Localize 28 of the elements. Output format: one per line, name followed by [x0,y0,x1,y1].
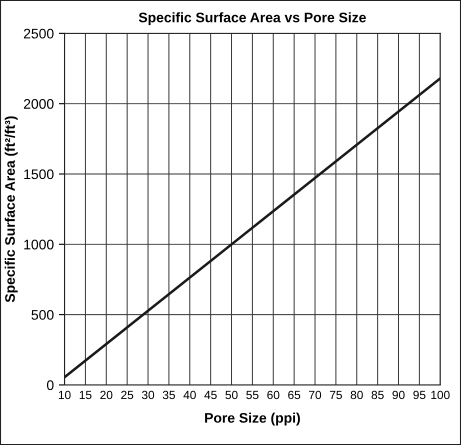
y-tick-label: 1000 [24,240,54,250]
y-tick-label: 2500 [24,28,54,39]
x-tick-label: 30 [142,390,154,400]
x-axis-title: Pore Size (ppi) [205,412,300,426]
x-tick-label: 15 [80,390,92,400]
y-axis-title: Specific Surface Area (ft²/ft³) [4,116,18,302]
x-tick-label: 50 [225,390,238,400]
y-tick-label: 0 [46,380,54,390]
x-tick-label: 55 [246,390,258,400]
x-tick-label: 25 [121,390,134,400]
x-tick-label: 20 [100,390,112,400]
x-tick-label: 10 [58,390,71,400]
y-tick-label: 1500 [24,169,54,180]
y-tick-label: 2000 [24,99,54,109]
x-tick-label: 100 [431,390,450,400]
y-tick-label: 500 [32,310,54,320]
x-tick-label: 85 [372,390,384,400]
x-tick-label: 65 [288,390,300,400]
chart-title: Specific Surface Area vs Pore Size [138,12,366,26]
x-tick-label: 40 [183,390,196,400]
x-tick-label: 70 [309,390,322,400]
x-tick-label: 45 [204,390,217,400]
x-tick-label: 80 [350,390,363,400]
x-tick-label: 95 [413,390,426,400]
x-tick-label: 90 [392,390,405,400]
x-tick-label: 75 [330,390,342,400]
x-tick-label: 35 [162,390,175,400]
x-tick-label: 60 [267,390,280,400]
